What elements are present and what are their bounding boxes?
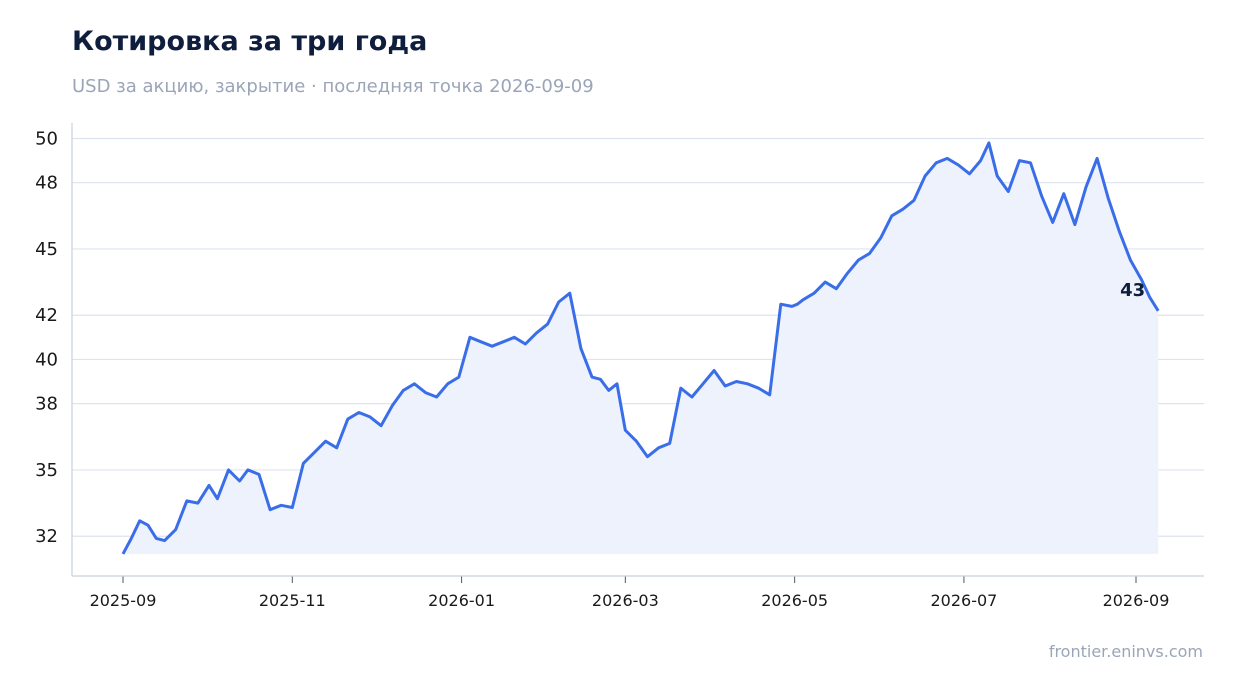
series-area xyxy=(123,142,1159,554)
end-value-label: 43 xyxy=(1120,280,1145,301)
x-tick-label: 2026-05 xyxy=(761,591,828,610)
axes xyxy=(71,123,1204,577)
x-tick-label: 2026-03 xyxy=(592,591,659,610)
y-tick-label: 50 xyxy=(35,128,58,149)
x-tick-label: 2026-07 xyxy=(930,591,997,610)
x-tick-label: 2025-11 xyxy=(259,591,326,610)
y-tick-label: 45 xyxy=(35,239,58,260)
y-tick-label: 38 xyxy=(35,394,58,415)
y-tick-label: 48 xyxy=(35,173,58,194)
chart-subtitle: USD за акцию, закрытие · последняя точка… xyxy=(72,76,594,97)
y-tick-label: 40 xyxy=(35,349,58,370)
y-axis-ticks: 32 35 38 40 42 45 48 50 xyxy=(35,128,58,547)
series-line xyxy=(121,141,1160,555)
x-tick-label: 2025-09 xyxy=(90,591,157,610)
x-axis-ticks: 2025-09 2025-11 2026-01 2026-03 2026-05 2026-… xyxy=(90,576,1170,610)
source-credit: frontier.eninvs.com xyxy=(1048,642,1203,661)
y-tick-label: 32 xyxy=(35,526,58,547)
y-tick-label: 42 xyxy=(35,305,58,326)
x-tick-label: 2026-01 xyxy=(428,591,495,610)
y-tick-label: 35 xyxy=(35,460,58,481)
chart-title: Котировка за три года xyxy=(72,26,428,57)
x-tick-label: 2026-09 xyxy=(1103,591,1170,610)
